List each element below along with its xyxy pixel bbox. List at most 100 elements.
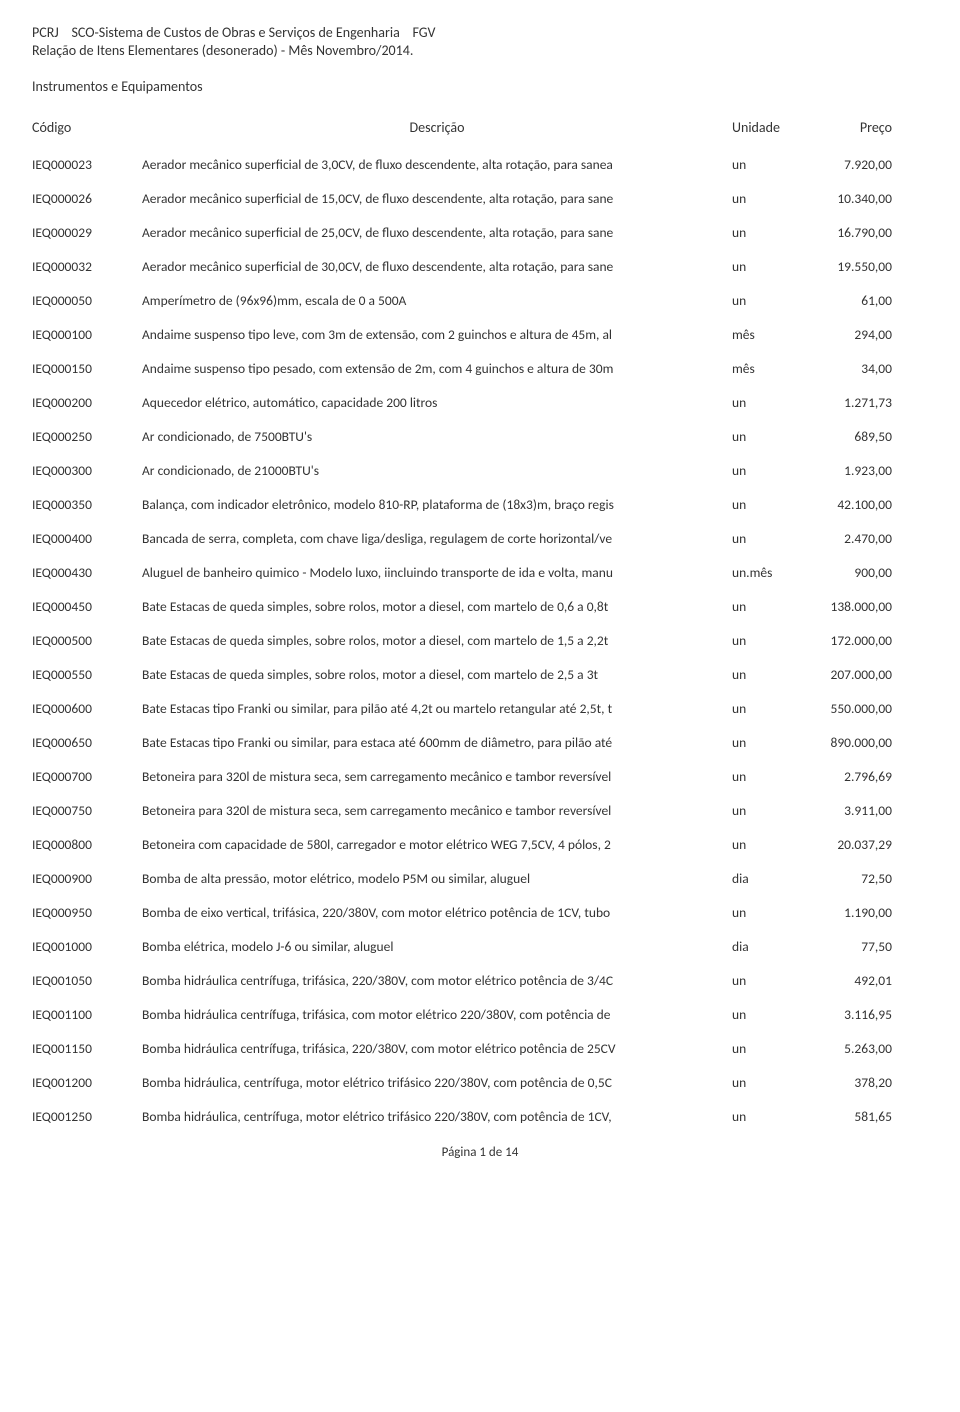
cell-preco: 1.271,73 [792, 394, 896, 411]
cell-unidade: un [732, 1006, 792, 1023]
table-row: IEQ000150Andaime suspenso tipo pesado, c… [32, 360, 928, 377]
cell-unidade: un [732, 632, 792, 649]
table-row: IEQ000500Bate Estacas de queda simples, … [32, 632, 928, 649]
table-row: IEQ000950Bomba de eixo vertical, trifási… [32, 904, 928, 921]
table-row: IEQ000900Bomba de alta pressão, motor el… [32, 870, 928, 887]
cell-codigo: IEQ000700 [32, 768, 142, 785]
cell-codigo: IEQ000430 [32, 564, 142, 581]
cell-unidade: un [732, 1040, 792, 1057]
cell-descricao: Bate Estacas de queda simples, sobre rol… [142, 632, 732, 649]
table-row: IEQ000029Aerador mecânico superficial de… [32, 224, 928, 241]
cell-unidade: un [732, 666, 792, 683]
cell-descricao: Bancada de serra, completa, com chave li… [142, 530, 732, 547]
cell-descricao: Betoneira com capacidade de 580l, carreg… [142, 836, 732, 853]
cell-unidade: un [732, 292, 792, 309]
cell-descricao: Bomba hidráulica centrífuga, trifásica, … [142, 1006, 732, 1023]
cell-preco: 2.796,69 [792, 768, 896, 785]
cell-codigo: IEQ000200 [32, 394, 142, 411]
cell-unidade: un [732, 394, 792, 411]
cell-unidade: mês [732, 360, 792, 377]
cell-preco: 1.923,00 [792, 462, 896, 479]
cell-unidade: un [732, 530, 792, 547]
cell-descricao: Bomba hidráulica centrífuga, trifásica, … [142, 1040, 732, 1057]
cell-preco: 172.000,00 [792, 632, 896, 649]
cell-preco: 550.000,00 [792, 700, 896, 717]
table-body: IEQ000023 Aerador mecânico superficial de… [32, 156, 928, 1125]
cell-unidade: un [732, 768, 792, 785]
cell-codigo: IEQ001050 [32, 972, 142, 989]
table-row: IEQ001050Bomba hidráulica centrífuga, tr… [32, 972, 928, 989]
cell-unidade: un [732, 972, 792, 989]
cell-preco: 138.000,00 [792, 598, 896, 615]
cell-codigo: IEQ000029 [32, 224, 142, 241]
table-row: IEQ000450Bate Estacas de queda simples, … [32, 598, 928, 615]
cell-descricao: Betoneira para 320l de mistura seca, sem… [142, 802, 732, 819]
cell-codigo: IEQ000400 [32, 530, 142, 547]
cell-codigo: IEQ000023 [32, 156, 142, 173]
cell-codigo: IEQ000300 [32, 462, 142, 479]
table-row: IEQ000350Balança, com indicador eletrôni… [32, 496, 928, 513]
cell-descricao: Bomba hidráulica, centrífuga, motor elét… [142, 1108, 732, 1125]
header-org-left: PCRJ [32, 24, 59, 41]
cell-preco: 16.790,00 [792, 224, 896, 241]
header-line-2: Relação de Itens Elementares (desonerado… [32, 42, 928, 60]
cell-descricao: Bomba de alta pressão, motor elétrico, m… [142, 870, 732, 887]
cell-descricao: Bomba hidráulica centrífuga, trifásica, … [142, 972, 732, 989]
cell-codigo: IEQ001150 [32, 1040, 142, 1057]
cell-descricao: Aerador mecânico superficial de 25,0CV, … [142, 224, 732, 241]
col-header-preco: Preço [792, 119, 896, 136]
cell-codigo: IEQ000500 [32, 632, 142, 649]
cell-descricao: Bomba de eixo vertical, trifásica, 220/3… [142, 904, 732, 921]
cell-codigo: IEQ000100 [32, 326, 142, 343]
cell-unidade: un.mês [732, 564, 792, 581]
table-row: IEQ000023Aerador mecânico superficial de… [32, 156, 928, 173]
table-row: IEQ000032Aerador mecânico superficial de… [32, 258, 928, 275]
table-row: IEQ001100Bomba hidráulica centrífuga, tr… [32, 1006, 928, 1023]
cell-codigo: IEQ000350 [32, 496, 142, 513]
cell-unidade: dia [732, 870, 792, 887]
cell-unidade: un [732, 1108, 792, 1125]
cell-codigo: IEQ000900 [32, 870, 142, 887]
cell-preco: 207.000,00 [792, 666, 896, 683]
cell-preco: 19.550,00 [792, 258, 896, 275]
cell-codigo: IEQ001200 [32, 1074, 142, 1091]
col-header-codigo: Código [32, 119, 142, 136]
table-row: IEQ001000Bomba elétrica, modelo J-6 ou s… [32, 938, 928, 955]
table-row: IEQ000650Bate Estacas tipo Franki ou sim… [32, 734, 928, 751]
cell-descricao: Bate Estacas de queda simples, sobre rol… [142, 598, 732, 615]
cell-preco: 890.000,00 [792, 734, 896, 751]
cell-unidade: un [732, 462, 792, 479]
cell-descricao: Ar condicionado, de 21000BTU's [142, 462, 732, 479]
cell-preco: 61,00 [792, 292, 896, 309]
table-row: IEQ000800Betoneira com capacidade de 580… [32, 836, 928, 853]
cell-codigo: IEQ001250 [32, 1108, 142, 1125]
table-row: IEQ000300Ar condicionado, de 21000BTU'su… [32, 462, 928, 479]
cell-codigo: IEQ000250 [32, 428, 142, 445]
cell-codigo: IEQ000032 [32, 258, 142, 275]
cell-descricao: Aquecedor elétrico, automático, capacida… [142, 394, 732, 411]
cell-unidade: un [732, 802, 792, 819]
cell-unidade: un [732, 224, 792, 241]
cell-preco: 378,20 [792, 1074, 896, 1091]
cell-preco: 900,00 [792, 564, 896, 581]
table-row: IEQ001150Bomba hidráulica centrífuga, tr… [32, 1040, 928, 1057]
cell-preco: 689,50 [792, 428, 896, 445]
cell-unidade: un [732, 1074, 792, 1091]
cell-unidade: un [732, 598, 792, 615]
cell-descricao: Betoneira para 320l de mistura seca, sem… [142, 768, 732, 785]
table-row: IEQ000050Amperímetro de (96x96)mm, escal… [32, 292, 928, 309]
table-row: IEQ000100Andaime suspenso tipo leve, com… [32, 326, 928, 343]
cell-preco: 2.470,00 [792, 530, 896, 547]
table-header-row: Código Descrição Unidade Preço [32, 119, 928, 136]
cell-codigo: IEQ000650 [32, 734, 142, 751]
cell-preco: 34,00 [792, 360, 896, 377]
cell-descricao: Bate Estacas tipo Franki ou similar, par… [142, 700, 732, 717]
cell-descricao: Amperímetro de (96x96)mm, escala de 0 a … [142, 292, 732, 309]
cell-unidade: un [732, 700, 792, 717]
cell-codigo: IEQ000750 [32, 802, 142, 819]
cell-preco: 42.100,00 [792, 496, 896, 513]
cell-unidade: un [732, 190, 792, 207]
col-header-descricao: Descrição [142, 119, 732, 136]
cell-unidade: un [732, 258, 792, 275]
cell-descricao: Aerador mecânico superficial de 30,0CV, … [142, 258, 732, 275]
